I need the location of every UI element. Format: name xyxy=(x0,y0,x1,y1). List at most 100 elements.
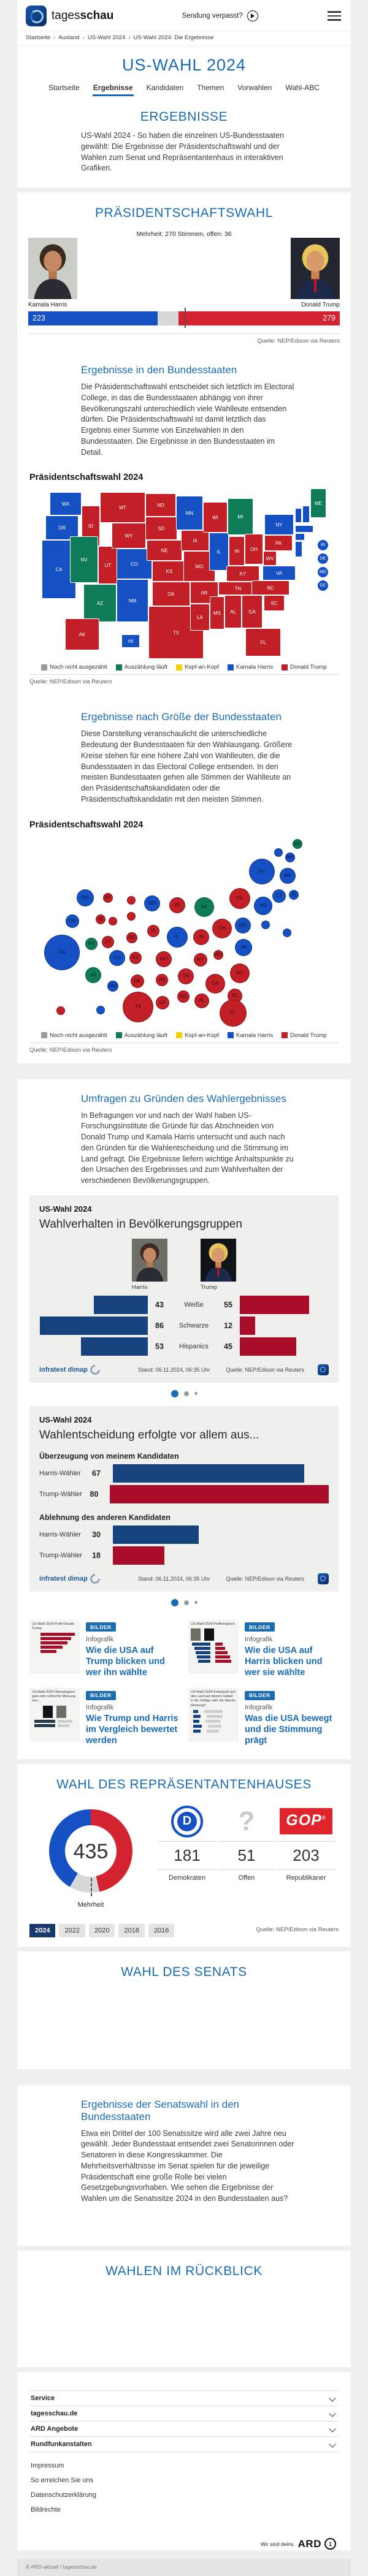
tab-themen[interactable]: Themen xyxy=(197,83,224,92)
bubble-state-MD[interactable]: MD xyxy=(235,917,251,933)
bubble-state-WI[interactable]: WI xyxy=(169,897,185,913)
bubble-state-KY[interactable]: KY xyxy=(194,952,207,967)
bubble-state-NV[interactable]: NV xyxy=(85,937,98,950)
map-state-MA[interactable] xyxy=(295,525,313,533)
bubble-state-NC[interactable]: NC xyxy=(230,963,250,983)
breadcrumb-item[interactable]: US-Wahl 2024: Die Ergebnisse xyxy=(133,34,214,41)
play-icon[interactable] xyxy=(247,10,258,21)
bubble-state-OR[interactable]: OR xyxy=(66,914,79,928)
bubble-state-UT[interactable]: UT xyxy=(102,935,114,948)
footer-accordion-service[interactable]: Service xyxy=(29,2390,339,2406)
bubble-state-RI[interactable]: RI xyxy=(289,889,299,900)
teaser-card[interactable]: US-Wahl 2024 Profilvergleich BILDER Infogr… xyxy=(188,1619,339,1678)
carousel-dot-active[interactable] xyxy=(171,1598,178,1606)
map-state-callout-DC[interactable]: DC xyxy=(318,580,328,591)
footer-link-datenschutzerklrung[interactable]: Datenschutzerklärung xyxy=(31,2491,97,2499)
bubble-state-MN[interactable]: MN xyxy=(144,895,160,911)
bubble-state-OK[interactable]: OK xyxy=(131,974,144,988)
bubble-state-ID[interactable]: ID xyxy=(96,914,105,924)
map-state-WY[interactable]: WY xyxy=(112,523,146,549)
bubble-state-AK[interactable] xyxy=(56,1006,65,1015)
tab-kandidaten[interactable]: Kandidaten xyxy=(146,83,184,92)
map-state-FL[interactable]: FL xyxy=(245,628,281,657)
bubble-state-TX[interactable]: TX xyxy=(123,991,153,1022)
map-state-NE[interactable]: NE xyxy=(147,540,182,561)
teaser-card[interactable]: US-Wahl 2024 Profil Donald Trump BILDER In… xyxy=(29,1619,180,1678)
map-state-PA[interactable]: PA xyxy=(264,535,293,552)
tab-wahl-abc[interactable]: Wahl-ABC xyxy=(285,83,320,92)
bubble-state-KS[interactable]: KS xyxy=(129,951,142,964)
bubble-state-FL[interactable]: FL xyxy=(220,999,247,1027)
footer-link-bildrechte[interactable]: Bildrechte xyxy=(31,2506,61,2513)
breadcrumb-item[interactable]: Startseite xyxy=(26,34,51,41)
teaser-card[interactable]: US-Wahl 2024 Überwiegend gute oder schle… xyxy=(29,1688,180,1746)
map-state-WV[interactable]: WV xyxy=(263,551,277,566)
map-state-UT[interactable]: UT xyxy=(98,546,118,585)
map-state-CO[interactable]: CO xyxy=(117,549,152,580)
footer-accordion-rundfunkanstalten[interactable]: Rundfunkanstalten xyxy=(29,2436,339,2452)
map-state-AL[interactable]: AL xyxy=(224,595,242,629)
map-state-OK[interactable]: OK xyxy=(152,582,190,607)
map-state-OH[interactable]: OH xyxy=(245,534,263,565)
map-state-IA[interactable]: IA xyxy=(181,530,209,552)
teaser-title[interactable]: Wie die USA auf Harris blicken und wer s… xyxy=(245,1645,323,1677)
senatswahl-heading[interactable]: Ergebnisse der Senatswahl in den Bundess… xyxy=(81,2098,239,2122)
brand[interactable]: tagesschau xyxy=(26,6,113,26)
map-state-OR[interactable]: OR xyxy=(45,515,79,541)
us-states-bubble-map[interactable]: ME NH NY MA WA MT MN WI MI PA NJ CT RI OR ID MD CA NV UT NE… xyxy=(29,836,339,1027)
bubble-state-CO[interactable]: CO xyxy=(109,949,125,966)
carousel-dot[interactable] xyxy=(194,1601,197,1605)
umfragen-heading[interactable]: Umfragen zu Gründen des Wahlergebnisses xyxy=(81,1092,286,1104)
map-state-VT[interactable] xyxy=(295,508,302,523)
footer-accordion-ardangebote[interactable]: ARD Angebote xyxy=(29,2420,339,2436)
carousel-dot[interactable] xyxy=(183,1600,189,1605)
bubble-state-IL[interactable]: IL xyxy=(167,926,188,948)
map-state-callout-DE[interactable]: DE xyxy=(318,553,328,564)
map-state-CT[interactable] xyxy=(295,533,305,541)
bundesstaaten-heading[interactable]: Ergebnisse in den Bundesstaaten xyxy=(81,364,237,376)
carousel-dot[interactable] xyxy=(183,1391,189,1396)
bubble-state-WA[interactable]: WA xyxy=(77,889,94,906)
bubble-state-OH[interactable]: OH xyxy=(212,918,232,938)
map-state-MI[interactable]: MI xyxy=(228,498,253,536)
footer-link-impressum[interactable]: Impressum xyxy=(31,2461,64,2469)
year-button-2016[interactable]: 2016 xyxy=(148,1923,175,1937)
bubble-state-AR[interactable]: AR xyxy=(156,973,168,986)
map-state-KY[interactable]: KY xyxy=(226,566,259,582)
map-state-SD[interactable]: SD xyxy=(145,517,177,541)
bubble-state-IN[interactable]: IN xyxy=(193,929,209,945)
bubble-state-WY[interactable] xyxy=(109,916,117,925)
map-state-MS[interactable]: MS xyxy=(210,596,224,630)
map-state-NY[interactable]: NY xyxy=(264,514,294,536)
map-state-AK[interactable]: AK xyxy=(65,618,99,651)
map-state-MT[interactable]: MT xyxy=(100,492,145,523)
bubble-state-NE[interactable]: NE xyxy=(126,932,137,943)
carousel-dot[interactable] xyxy=(194,1392,197,1396)
bubble-state-NH[interactable]: NH xyxy=(285,852,295,862)
hamburger-menu-icon[interactable] xyxy=(326,10,342,22)
bubble-state-HI[interactable] xyxy=(96,1005,105,1014)
bubble-state-DE[interactable] xyxy=(261,920,270,929)
map-state-MN[interactable]: MN xyxy=(176,496,203,531)
bubble-state-CT[interactable]: CT xyxy=(272,889,286,903)
map-state-AZ[interactable]: AZ xyxy=(83,584,117,623)
bubble-state-PA[interactable]: PA xyxy=(229,887,250,909)
bubble-state-NM[interactable]: NM xyxy=(107,980,118,992)
bubble-state-VT[interactable] xyxy=(274,848,283,857)
bubble-state-MI[interactable]: MI xyxy=(194,897,214,917)
map-state-IL[interactable]: IL xyxy=(209,533,229,571)
bubble-state-MO[interactable]: MO xyxy=(156,951,172,967)
carousel-dot-active[interactable] xyxy=(171,1389,178,1397)
bubble-state-GA[interactable]: GA xyxy=(205,973,225,994)
map-state-callout-MD[interactable]: MD xyxy=(318,567,328,578)
map-state-LA[interactable]: LA xyxy=(190,604,210,631)
map-state-WA[interactable]: WA xyxy=(50,492,82,516)
bubble-state-WV[interactable]: WV xyxy=(213,949,223,960)
teaser-title[interactable]: Wie die USA auf Trump blicken und wer ih… xyxy=(86,1645,165,1677)
map-state-NJ[interactable] xyxy=(295,541,302,558)
map-state-NH[interactable] xyxy=(302,506,310,523)
bubble-state-MA[interactable]: MA xyxy=(280,867,296,884)
map-state-SC[interactable]: SC xyxy=(264,595,285,612)
map-state-NC[interactable]: NC xyxy=(251,580,289,596)
map-state-ME[interactable]: ME xyxy=(310,488,326,519)
